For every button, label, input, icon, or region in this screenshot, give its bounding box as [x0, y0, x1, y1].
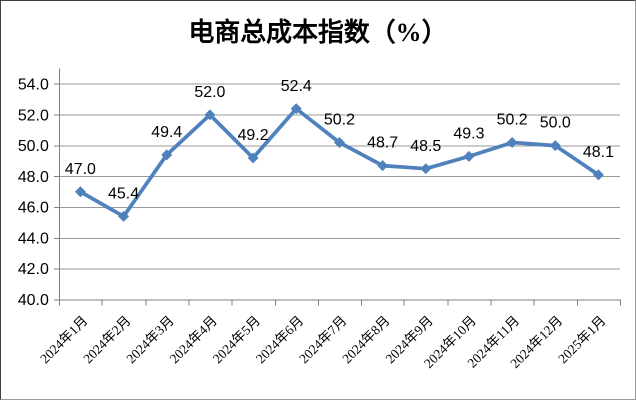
data-label: 48.7 [367, 135, 398, 152]
labels-layer: 54.052.050.048.046.044.042.040.02024年1月2… [18, 77, 614, 371]
data-label: 45.4 [108, 185, 139, 202]
data-label: 48.5 [410, 138, 441, 155]
y-tick-label: 54.0 [18, 77, 49, 94]
data-label: 50.2 [497, 112, 528, 129]
y-tick-label: 52.0 [18, 107, 49, 124]
data-label: 47.0 [65, 161, 96, 178]
y-tick-label: 48.0 [18, 169, 49, 186]
data-point-marker [204, 109, 216, 121]
data-label: 48.1 [583, 144, 614, 161]
chart-title: 电商总成本指数（%） [188, 17, 447, 47]
data-point-marker [333, 137, 345, 149]
data-point-marker [592, 169, 604, 181]
axes-layer [53, 68, 622, 306]
data-label: 49.2 [238, 127, 269, 144]
series-layer [74, 103, 604, 222]
data-point-marker [463, 150, 475, 162]
data-label: 52.0 [194, 84, 225, 101]
data-point-marker [420, 163, 432, 175]
x-category-label: 2025年1月 [555, 313, 608, 366]
data-point-marker [549, 140, 561, 152]
data-label: 49.3 [453, 125, 484, 142]
plot-area: 54.052.050.048.046.044.042.040.02024年1月2… [18, 68, 622, 371]
data-label: 49.4 [151, 124, 182, 141]
data-label: 50.0 [540, 115, 571, 132]
data-label: 50.2 [324, 112, 355, 129]
y-tick-label: 40.0 [18, 292, 49, 309]
data-point-marker [247, 152, 259, 164]
data-point-marker [74, 186, 86, 198]
data-label: 52.4 [281, 78, 312, 95]
y-tick-label: 50.0 [18, 138, 49, 155]
y-tick-label: 42.0 [18, 261, 49, 278]
y-tick-label: 44.0 [18, 230, 49, 247]
data-point-marker [506, 137, 518, 149]
data-point-marker [377, 160, 389, 172]
y-tick-label: 46.0 [18, 200, 49, 217]
